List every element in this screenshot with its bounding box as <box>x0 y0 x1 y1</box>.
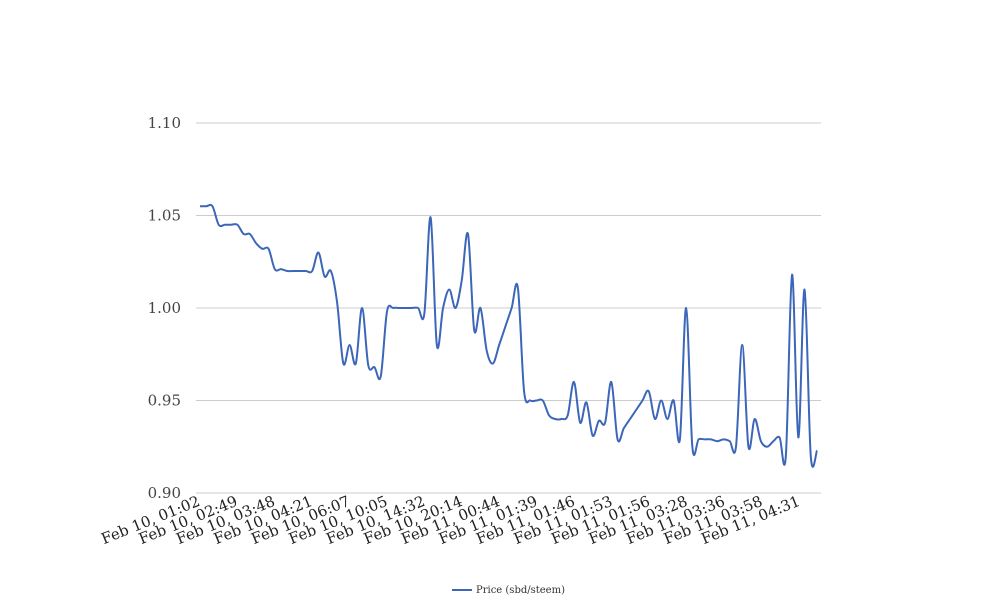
y-tick-label: 1.00 <box>148 299 181 317</box>
y-tick-label: 0.90 <box>148 484 181 502</box>
legend-label: Price (sbd/steem) <box>476 585 565 596</box>
y-tick-label: 1.10 <box>148 114 181 132</box>
y-tick-label: 1.05 <box>148 207 181 225</box>
gridlines <box>196 122 821 494</box>
series-layer <box>200 203 818 468</box>
legend[interactable]: Price (sbd/steem) <box>452 585 565 596</box>
y-tick-label: 0.95 <box>148 392 181 410</box>
price-series-line[interactable] <box>200 203 818 468</box>
y-axis-ticks: 0.90 0.95 1.00 1.05 1.10 <box>148 114 181 502</box>
